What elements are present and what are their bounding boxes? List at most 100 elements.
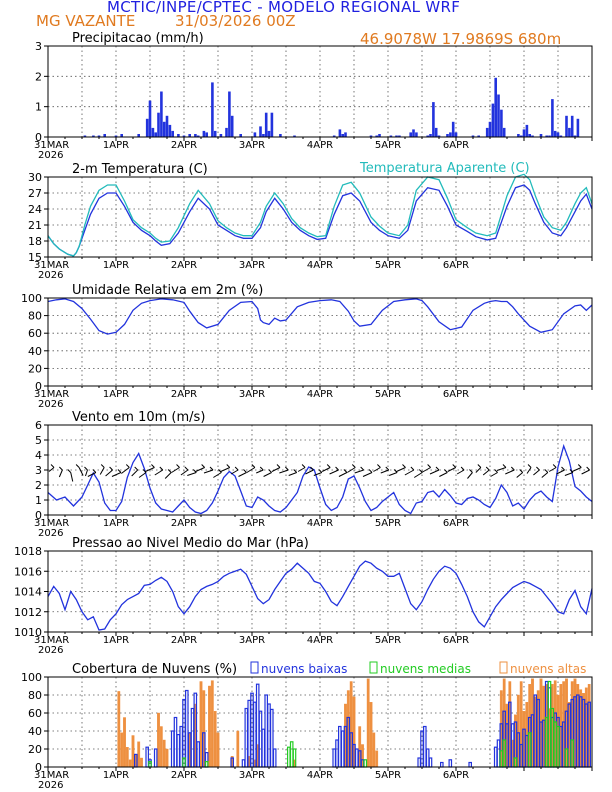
x-day-label: 2APR (171, 389, 197, 400)
wind-barb (48, 467, 55, 472)
cloud-bar (272, 748, 277, 768)
precip-bar (103, 134, 106, 137)
wind-barb (347, 467, 356, 473)
wind-barb-feather (151, 464, 155, 468)
x-day-label: 6APR (443, 140, 469, 151)
cloud-bar (216, 732, 220, 768)
precip-bar (332, 135, 336, 137)
precip-bar (497, 94, 500, 137)
wind-barb-feather (59, 466, 63, 471)
y-tick-label: 1014 (14, 586, 42, 599)
y-tick-label: 3 (35, 40, 42, 53)
panel-pressure (44, 550, 593, 636)
wind-barb-feather (201, 464, 205, 468)
header-run-date: 31/03/2026 00Z (175, 12, 296, 30)
y-tick-label: 60 (28, 707, 42, 720)
y-tick-label: 0 (35, 761, 42, 774)
y-tick-label: 40 (28, 725, 42, 738)
precip-bar (162, 121, 166, 137)
wind-barb-feather (368, 469, 373, 473)
precip-bar (213, 130, 217, 137)
precip-bar (522, 129, 526, 137)
cloud-bar (264, 694, 269, 768)
precip-bar (239, 134, 242, 137)
y-tick-label: 20 (28, 743, 42, 756)
wind-barb (99, 467, 105, 475)
cloud-bar (493, 746, 498, 768)
wind-barb (329, 469, 339, 475)
precip-bar (500, 109, 503, 137)
series-line-0 (47, 443, 593, 515)
precip-bar (267, 130, 271, 137)
wind-barb (195, 467, 205, 472)
precip-bar (539, 134, 543, 137)
x-day-label: 1APR (103, 635, 129, 646)
legend-label-0: nuvens baixas (261, 662, 347, 676)
precip-bar (573, 135, 577, 137)
precip-bar (570, 115, 574, 137)
precip-bar (528, 134, 531, 137)
y-tick-label: 40 (28, 345, 42, 358)
x-day-label: 6APR (443, 518, 469, 529)
wind-barb-feather (75, 464, 80, 468)
precip-bar (426, 135, 429, 137)
precip-bar (230, 115, 234, 137)
x-day-label: 6APR (443, 770, 469, 781)
wind-barb-feather (519, 469, 524, 473)
precip-bar (137, 134, 140, 137)
precip-bar (194, 134, 197, 137)
wind-barb (279, 469, 289, 474)
wind-barb-feather (377, 464, 381, 468)
y-tick-label: 15 (28, 251, 42, 264)
wind-barb (413, 472, 423, 478)
precip-bar (182, 135, 186, 137)
precip-bar (205, 132, 208, 137)
precip-bar (177, 134, 180, 137)
y-tick-label: 80 (28, 689, 42, 702)
precip-bar (556, 132, 560, 137)
y-tick-label: 21 (28, 219, 42, 232)
series-line-0 (47, 560, 593, 631)
wind-barb-feather (510, 466, 515, 471)
wind-barb-feather (427, 464, 431, 468)
precip-bar (341, 134, 344, 137)
cloud-bar (372, 732, 376, 768)
x-day-label: 3APR (239, 389, 265, 400)
precip-bar (120, 134, 123, 137)
wind-barb-feather (444, 469, 448, 473)
series-line-0 (47, 184, 593, 257)
cloud-bar (208, 685, 211, 768)
precip-bar (378, 134, 381, 137)
panel-title-precip: Precipitacao (mm/h) (72, 31, 204, 46)
wind-barb-feather (67, 469, 72, 473)
y-tick-label: 18 (28, 235, 42, 248)
x-day-label: 1APR (103, 770, 129, 781)
cloud-bar (199, 681, 203, 768)
x-day-label: 3APR (239, 518, 265, 529)
precip-bar (114, 135, 118, 137)
y-tick-label: 1 (35, 101, 42, 114)
wind-barb (404, 469, 415, 476)
wind-barb (362, 472, 373, 477)
wind-barb-feather (226, 464, 231, 468)
legend-swatch-2 (499, 661, 508, 674)
wind-barb (581, 469, 590, 475)
wind-barb-feather (536, 466, 540, 471)
wind-barb (421, 467, 431, 473)
cloud-bar (428, 757, 433, 768)
wind-barb-feather (284, 466, 289, 471)
y-tick-label: 100 (21, 671, 42, 684)
cloud-bar (236, 730, 240, 768)
precip-bar (154, 132, 157, 137)
wind-barb (526, 467, 532, 474)
precip-bar (429, 134, 432, 137)
wind-barb-feather (142, 469, 147, 473)
wind-barb (338, 472, 348, 477)
wind-barb-feather (218, 469, 222, 473)
x-day-label: 4APR (307, 260, 333, 271)
cloud-bar (140, 757, 143, 768)
wind-barb-feather (485, 466, 490, 471)
cloud-bar (173, 716, 178, 768)
precip-bar (412, 129, 415, 137)
cloud-bar (128, 759, 132, 768)
